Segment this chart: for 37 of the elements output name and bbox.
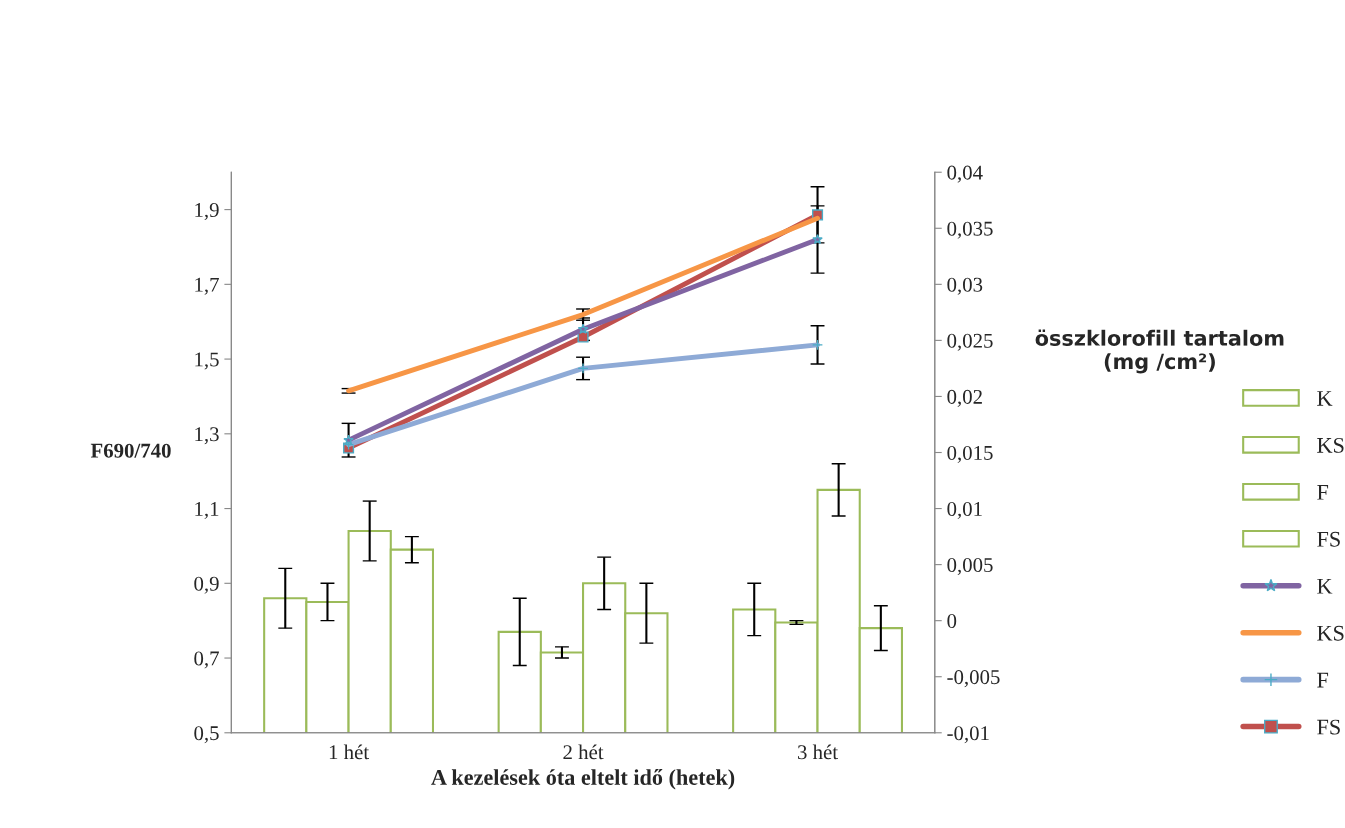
y2-tick-label: 0,005	[947, 557, 993, 576]
y2-tick-label: -0,005	[947, 670, 1000, 688]
x-tick-label: 2 hét	[563, 744, 604, 760]
y2-tick-label: 0,02	[947, 389, 982, 407]
y2-tick-label: 0,025	[947, 333, 993, 351]
legend-label: F	[1317, 485, 1329, 500]
y-tick-label: 0,5	[194, 726, 219, 744]
y2-tick-label: 0	[947, 614, 957, 629]
y2-tick-label: 0,01	[947, 501, 982, 519]
x-tick-label: 3 hét	[797, 744, 838, 760]
legend-label: K	[1317, 578, 1333, 594]
y2-axis-title: összklorofill tartalom (mg /cm²)	[1035, 329, 1284, 374]
y-tick-label: 0,9	[194, 576, 219, 594]
point	[577, 331, 589, 343]
y-tick-label: 1,9	[195, 203, 219, 221]
y-tick-label: 1,5	[195, 352, 219, 370]
point	[343, 434, 354, 445]
y2-tick-label: -0,01	[947, 726, 989, 744]
legend-label: KS	[1317, 437, 1344, 453]
legend-label: FS	[1317, 531, 1340, 547]
y-tick-label: 1,1	[195, 502, 219, 519]
y-tick-label: 1,7	[195, 277, 219, 295]
y2-tick-label: 0,015	[947, 445, 993, 463]
y2-tick-label: 0,04	[947, 165, 983, 183]
y2-tick-label: 0,035	[947, 221, 993, 239]
y-axis-title: F690/740	[90, 443, 171, 458]
legend-label: K	[1317, 391, 1333, 406]
y-tick-label: 1,3	[195, 427, 219, 445]
legend-label: KS	[1317, 625, 1344, 641]
point	[812, 233, 823, 245]
x-axis-title: A kezelések óta eltelt idő (hetek)	[431, 769, 735, 790]
point	[577, 323, 589, 334]
legend-label: FS	[1317, 719, 1340, 735]
x-tick-label: 1 hét	[329, 744, 369, 760]
legend-label: F	[1317, 672, 1329, 688]
y2-tick-label: 0,03	[947, 277, 983, 295]
y-tick-label: 0,7	[194, 651, 219, 669]
